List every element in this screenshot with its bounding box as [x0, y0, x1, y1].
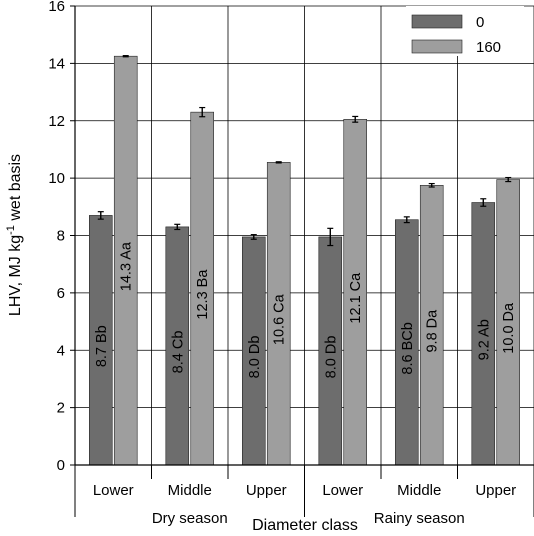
group-label: Rainy season	[374, 510, 465, 527]
bar-data-label: 8.4 Cb	[170, 331, 186, 374]
y-tick-label: 0	[57, 457, 65, 474]
x-tick-label: Upper	[475, 482, 516, 499]
gridlines	[75, 5, 534, 465]
bar-data-label: 10.6 Ca	[272, 293, 288, 345]
bar-data-label: 9.8 Da	[425, 309, 441, 353]
y-tick-label: 16	[48, 0, 65, 15]
y-tick-label: 4	[57, 342, 65, 359]
bar-data-label: 12.1 Ca	[348, 272, 364, 324]
bar-data-label: 8.7 Bb	[94, 325, 110, 367]
legend-swatch	[411, 14, 463, 29]
x-tick-label: Middle	[168, 482, 212, 499]
tick-labels: 0 2 4 6 8 10 12 14 16 Lower Middle Upper Lower Middle…	[48, 0, 516, 527]
x-tick-label: Lower	[93, 482, 134, 499]
y-axis-title-suffix: wet basis	[7, 154, 24, 225]
bars: 8.7 Bb 8.4 Cb 8.0 Db 8.0 Db 8.6 BCb 9.2 Ab 14.…	[89, 55, 521, 466]
x-tick-label: Middle	[397, 482, 441, 499]
axes	[70, 5, 534, 517]
bar-data-label: 12.3 Ba	[195, 269, 211, 320]
bar-data-label: 8.0 Db	[247, 336, 263, 379]
y-tick-label: 6	[57, 285, 65, 302]
group-label: Dry season	[152, 510, 228, 527]
y-tick-label: 14	[48, 55, 65, 72]
bar-data-label: 8.0 Db	[323, 336, 339, 379]
bar-data-label: 14.3 Aa	[119, 241, 135, 291]
x-tick-label: Lower	[322, 482, 363, 499]
x-tick-label: Upper	[246, 482, 287, 499]
y-tick-label: 10	[48, 170, 65, 187]
bar-data-label: 9.2 Ab	[476, 319, 492, 360]
y-axis-title: LHV, MJ kg-1 wet basis	[5, 154, 24, 316]
y-tick-label: 12	[48, 113, 65, 130]
y-tick-label: 8	[57, 228, 65, 245]
y-axis-title-main: LHV, MJ kg	[7, 235, 24, 316]
y-axis-title-superscript: -1	[5, 225, 17, 235]
legend-label: 0	[476, 14, 484, 31]
legend-label: 160	[476, 39, 501, 56]
bar-data-label: 10.0 Da	[501, 302, 517, 354]
legend-swatch	[411, 39, 463, 54]
x-axis-title: Diameter class	[252, 517, 358, 534]
bar-data-label: 8.6 BCb	[400, 322, 416, 374]
y-tick-label: 2	[57, 400, 65, 417]
